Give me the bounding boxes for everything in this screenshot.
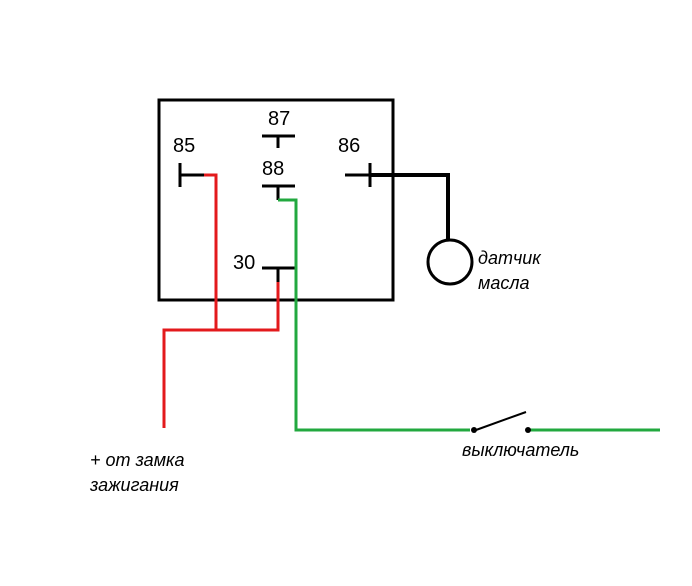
pin-87-label: 87	[268, 108, 290, 131]
wire-green-88	[278, 200, 470, 430]
sensor-label-line2: масла	[478, 273, 530, 293]
pin-30-label: 30	[233, 252, 255, 275]
ignition-label-line2: зажигания	[90, 475, 179, 495]
wire-red-ignition	[164, 330, 216, 428]
switch-arm	[476, 412, 526, 430]
ignition-label: + от замка зажигания	[90, 448, 185, 498]
pin-85-label: 85	[173, 135, 195, 158]
sensor-label-line1: датчик	[478, 248, 541, 268]
switch-label: выключатель	[462, 438, 579, 463]
switch-label-line1: выключатель	[462, 440, 579, 460]
wire-black-86	[370, 175, 448, 240]
oil-sensor-icon	[428, 240, 472, 284]
switch-terminal-right	[525, 427, 531, 433]
sensor-label: датчик масла	[478, 246, 541, 296]
pin-88-label: 88	[262, 158, 284, 181]
pin-86-label: 86	[338, 135, 360, 158]
ignition-label-line1: + от замка	[90, 450, 185, 470]
